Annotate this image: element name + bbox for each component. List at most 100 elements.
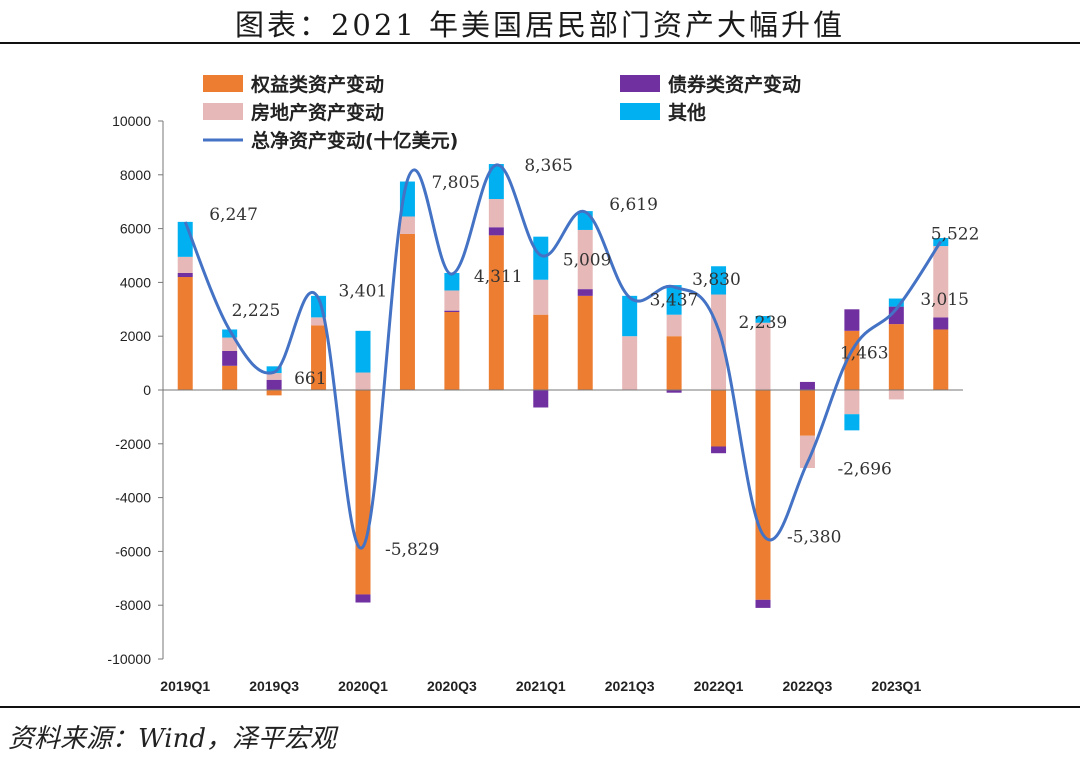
legend-swatch-equity xyxy=(203,75,243,92)
bar-other xyxy=(666,285,682,315)
x-tick-label: 2021Q1 xyxy=(516,678,566,694)
bar-other xyxy=(266,366,282,374)
x-tick-label: 2020Q3 xyxy=(427,678,477,694)
bar-bonds xyxy=(755,599,771,608)
bar-real_estate xyxy=(533,279,549,315)
bar-other xyxy=(844,414,860,431)
bar-bonds xyxy=(799,381,815,390)
bar-equity xyxy=(799,390,815,436)
bar-equity xyxy=(888,324,904,390)
bar-bonds xyxy=(266,379,282,390)
bar-bonds xyxy=(533,390,549,408)
bar-bonds xyxy=(355,594,371,603)
bar-other xyxy=(444,272,460,291)
x-tick-label: 2019Q3 xyxy=(249,678,299,694)
x-tick-label: 2020Q1 xyxy=(338,678,388,694)
bar-real_estate xyxy=(444,290,460,311)
bar-other xyxy=(488,164,504,200)
bar-other xyxy=(355,330,371,373)
bar-bonds xyxy=(933,317,949,330)
bar-bonds xyxy=(444,310,460,312)
data-label: -2,696 xyxy=(837,460,891,480)
bar-real_estate xyxy=(933,246,949,318)
bar-real_estate xyxy=(844,390,860,415)
x-tick-label: 2019Q1 xyxy=(160,678,210,694)
data-label: 7,805 xyxy=(431,173,480,193)
bar-bonds xyxy=(488,227,504,236)
y-tick-label: -10000 xyxy=(107,651,151,667)
data-label: 6,619 xyxy=(609,195,658,215)
bar-real_estate xyxy=(755,322,771,390)
data-label: 4,311 xyxy=(474,267,523,287)
y-tick-label: -4000 xyxy=(115,490,151,506)
bar-real_estate xyxy=(399,216,415,234)
bar-equity xyxy=(711,390,727,447)
legend-label: 总净资产变动(十亿美元) xyxy=(251,129,458,152)
bar-real_estate xyxy=(311,317,327,326)
bar-equity xyxy=(444,311,460,390)
data-label: -5,380 xyxy=(787,528,841,548)
data-label: -5,829 xyxy=(385,540,439,560)
y-tick-label: -8000 xyxy=(115,597,151,613)
bar-equity xyxy=(311,325,327,390)
bar-bonds xyxy=(222,350,238,366)
data-label: 661 xyxy=(294,369,326,389)
bar-equity xyxy=(355,390,371,595)
legend-label: 权益类资产变动 xyxy=(250,73,384,96)
y-tick-label: -6000 xyxy=(115,543,151,559)
x-tick-label: 2021Q3 xyxy=(605,678,655,694)
data-label: 8,365 xyxy=(524,156,573,176)
data-label: 6,247 xyxy=(209,205,258,225)
bar-equity xyxy=(666,336,682,390)
bar-bonds xyxy=(711,446,727,454)
bar-equity xyxy=(933,329,949,390)
bar-other xyxy=(711,266,727,295)
data-label: 5,522 xyxy=(931,224,980,244)
bar-equity xyxy=(488,235,504,390)
bar-bonds xyxy=(844,309,860,331)
y-tick-label: 4000 xyxy=(120,274,151,290)
bar-real_estate xyxy=(488,199,504,228)
bar-equity xyxy=(755,390,771,600)
data-label: 2,225 xyxy=(232,301,281,321)
bar-other xyxy=(622,295,638,337)
bar-bonds xyxy=(577,289,593,296)
bar-equity xyxy=(399,233,415,390)
bar-bonds xyxy=(666,390,682,393)
y-tick-label: 0 xyxy=(143,382,151,398)
bar-real_estate xyxy=(622,336,638,390)
bar-real_estate xyxy=(355,372,371,390)
x-tick-label: 2023Q1 xyxy=(871,678,921,694)
legend-swatch-other xyxy=(620,103,660,120)
data-label: 3,830 xyxy=(692,270,741,290)
bar-real_estate xyxy=(799,435,815,469)
y-tick-label: 6000 xyxy=(120,221,151,237)
bar-equity xyxy=(577,295,593,390)
legend-swatch-real_estate xyxy=(203,103,243,120)
y-tick-label: 2000 xyxy=(120,328,151,344)
chart: -10000 -8000 -6000 -4000 -2000 0 2000 4000 6000 8… xyxy=(107,73,980,694)
data-label: 5,009 xyxy=(563,250,612,270)
bar-real_estate xyxy=(177,256,193,273)
bar-other xyxy=(222,329,238,338)
y-tick-label: 8000 xyxy=(120,167,151,183)
bar-equity xyxy=(177,277,193,390)
x-tick-label: 2022Q3 xyxy=(783,678,833,694)
bar-equity xyxy=(533,314,549,390)
bar-other xyxy=(888,298,904,307)
chart-title: 图表：2021 年美国居民部门资产大幅升值 xyxy=(234,8,846,42)
data-label: 3,401 xyxy=(339,282,388,302)
bottom-rule xyxy=(0,706,1080,708)
bar-other xyxy=(577,211,593,230)
legend-label: 其他 xyxy=(668,101,706,124)
bar-real_estate xyxy=(577,229,593,290)
bar-real_estate xyxy=(888,390,904,400)
top-rule xyxy=(0,42,1080,44)
bar-equity xyxy=(222,365,238,390)
y-tick-label: -2000 xyxy=(115,436,151,452)
y-tick-label: 10000 xyxy=(112,113,151,129)
x-tick-label: 2022Q1 xyxy=(694,678,744,694)
legend-swatch-bonds xyxy=(620,75,660,92)
bar-other xyxy=(755,316,771,323)
bar-real_estate xyxy=(222,337,238,351)
